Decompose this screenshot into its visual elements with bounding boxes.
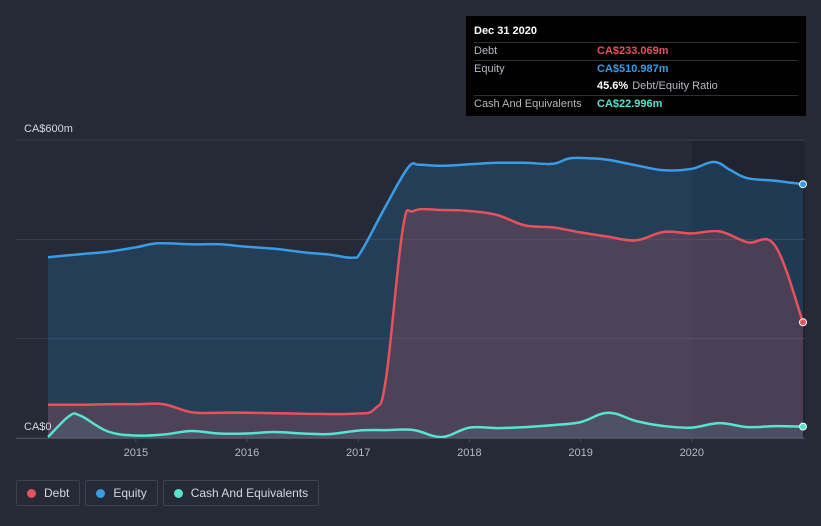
- data-tooltip: Dec 31 2020 Debt CA$233.069m Equity CA$5…: [466, 16, 806, 116]
- cash-and-equivalents-end-point: [799, 422, 807, 431]
- equity-end-point: [799, 180, 807, 189]
- cash-and-equivalents-line: [47, 411, 804, 439]
- tooltip-row-cash: Cash And Equivalents CA$22.996m: [474, 95, 798, 113]
- equity-area: [48, 157, 803, 438]
- legend-label-cash: Cash And Equivalents: [190, 486, 309, 500]
- tooltip-row-debt: Debt CA$233.069m: [474, 42, 798, 60]
- tooltip-ratio-value: 45.6%: [597, 80, 629, 92]
- debt-end-point: [799, 318, 807, 327]
- tooltip-cash-label: Cash And Equivalents: [474, 98, 582, 110]
- tooltip-ratio-label: Debt/Equity Ratio: [632, 80, 718, 92]
- debt-area: [48, 209, 803, 438]
- tooltip-date: Dec 31 2020: [474, 25, 537, 37]
- tooltip-debt-label: Debt: [474, 45, 498, 57]
- x-tick-label: 2016: [235, 447, 259, 459]
- tooltip-equity-label: Equity: [474, 63, 505, 75]
- x-tick-label: 2019: [568, 447, 592, 459]
- legend-item-cash[interactable]: Cash And Equivalents: [162, 480, 320, 506]
- debt-dot-icon: [27, 488, 36, 498]
- equity-line: [47, 156, 804, 260]
- forecast-shade: [691, 140, 805, 438]
- x-tick-label: 2015: [124, 447, 148, 459]
- y-tick-label: CA$600m: [24, 123, 73, 135]
- legend-label-debt: Debt: [44, 486, 70, 500]
- x-tick-label: 2020: [680, 447, 704, 459]
- tooltip-equity-value: CA$510.987m: [597, 63, 669, 75]
- legend-item-debt[interactable]: Debt: [16, 480, 81, 506]
- chart-legend: Debt Equity Cash And Equivalents: [16, 480, 320, 506]
- legend-label-equity: Equity: [113, 486, 147, 500]
- legend-item-equity[interactable]: Equity: [85, 480, 158, 506]
- equity-dot-icon: [96, 488, 106, 498]
- cash-dot-icon: [173, 488, 183, 498]
- tooltip-debt-value: CA$233.069m: [597, 45, 669, 57]
- debt-line: [47, 207, 805, 416]
- x-tick-label: 2018: [457, 447, 481, 459]
- tooltip-row-equity: Equity CA$510.987m: [474, 60, 798, 78]
- x-tick-label: 2017: [346, 447, 370, 459]
- cash-and-equivalents-area: [48, 412, 803, 438]
- y-tick-label: CA$0: [24, 421, 52, 433]
- tooltip-row-ratio: 45.6% Debt/Equity Ratio: [474, 78, 798, 95]
- tooltip-cash-value: CA$22.996m: [597, 98, 663, 110]
